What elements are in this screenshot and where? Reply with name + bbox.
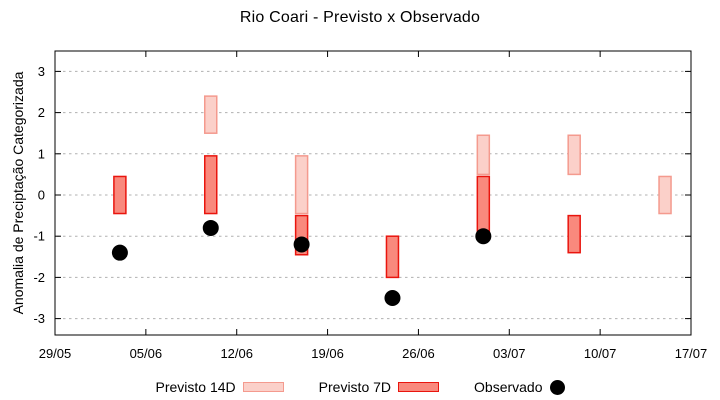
legend-item-previsto-14d: Previsto 14D <box>156 379 284 395</box>
legend: Previsto 14D Previsto 7D Observado <box>0 377 720 397</box>
y-tick-label: 1 <box>38 146 45 161</box>
legend-swatch-previsto-14d <box>242 382 284 392</box>
legend-label-previsto-7d: Previsto 7D <box>318 379 392 395</box>
previsto-14d-bar <box>567 134 581 176</box>
y-tick-label: -3 <box>33 311 45 326</box>
observado-point <box>475 228 492 245</box>
y-tick-label: -1 <box>33 229 45 244</box>
previsto-7d-bar <box>113 175 127 215</box>
x-tick-label: 03/07 <box>493 346 526 361</box>
y-tick-label: 2 <box>38 105 45 120</box>
observado-point <box>384 290 401 306</box>
x-tick-label: 12/06 <box>220 346 253 361</box>
observado-point <box>293 236 310 253</box>
x-tick-label: 17/07 <box>675 346 708 361</box>
observado-point <box>111 244 128 261</box>
x-tick-label: 26/06 <box>402 346 435 361</box>
y-tick-label: 0 <box>38 188 45 203</box>
x-tick-label: 19/06 <box>311 346 344 361</box>
legend-label-previsto-14d: Previsto 14D <box>155 379 236 395</box>
previsto-7d-bar <box>567 214 581 254</box>
previsto-14d-bar <box>476 134 491 176</box>
x-tick-label: 29/05 <box>39 346 72 361</box>
legend-item-observado: Observado <box>474 379 565 395</box>
previsto-14d-bar <box>294 155 309 215</box>
previsto-7d-bar <box>204 155 218 215</box>
previsto-14d-bar <box>658 175 672 215</box>
legend-label-observado: Observado <box>474 379 543 395</box>
y-tick-label: 3 <box>38 64 45 79</box>
previsto-14d-bar <box>204 95 218 134</box>
legend-swatch-observado <box>549 379 565 395</box>
previsto-7d-bar <box>476 175 491 233</box>
previsto-7d-bar <box>385 235 400 279</box>
y-tick-label: -2 <box>33 270 45 285</box>
x-tick-label: 10/07 <box>584 346 617 361</box>
plot-border <box>54 50 692 336</box>
legend-item-previsto-7d: Previsto 7D <box>318 379 440 395</box>
legend-swatch-previsto-7d <box>398 382 440 392</box>
chart-title: Rio Coari - Previsto x Observado <box>239 9 481 26</box>
observado-point <box>202 219 219 236</box>
x-tick-label: 05/06 <box>130 346 163 361</box>
